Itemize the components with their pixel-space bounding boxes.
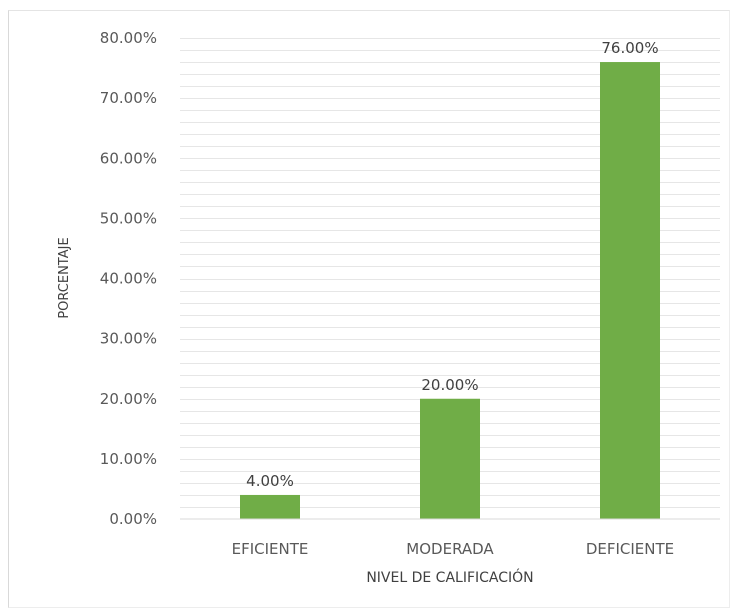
y-tick-label: 60.00%	[100, 149, 157, 167]
x-tick-label: DEFICIENTE	[586, 540, 674, 558]
y-tick-label: 40.00%	[100, 270, 157, 288]
bar-eficiente	[240, 494, 300, 519]
bars	[240, 62, 660, 520]
chart-frame	[8, 10, 730, 608]
data-label-eficiente: 4.00%	[246, 472, 294, 490]
x-axis-title: NIVEL DE CALIFICACIÓN	[366, 568, 533, 586]
bar-deficiente	[600, 62, 660, 520]
y-tick-label: 70.00%	[100, 89, 157, 107]
y-axis-ticks: 0.00% 10.00% 20.00% 30.00% 40.00% 50.00% 60.00…	[100, 29, 157, 528]
bar-moderada	[420, 398, 480, 519]
data-label-moderada: 20.00%	[421, 376, 478, 394]
y-tick-label: 0.00%	[109, 510, 157, 528]
y-tick-label: 50.00%	[100, 209, 157, 227]
y-tick-label: 80.00%	[100, 29, 157, 47]
x-axis-ticks: EFICIENTE MODERADA DEFICIENTE	[232, 540, 675, 558]
y-axis-title: PORCENTAJE	[57, 237, 72, 318]
x-tick-label: EFICIENTE	[232, 540, 309, 558]
data-labels: 4.00% 20.00% 76.00%	[246, 39, 658, 490]
data-label-deficiente: 76.00%	[601, 39, 658, 57]
x-tick-label: MODERADA	[406, 540, 494, 558]
y-tick-label: 20.00%	[100, 390, 157, 408]
y-tick-label: 30.00%	[100, 330, 157, 348]
y-tick-label: 10.00%	[100, 450, 157, 468]
